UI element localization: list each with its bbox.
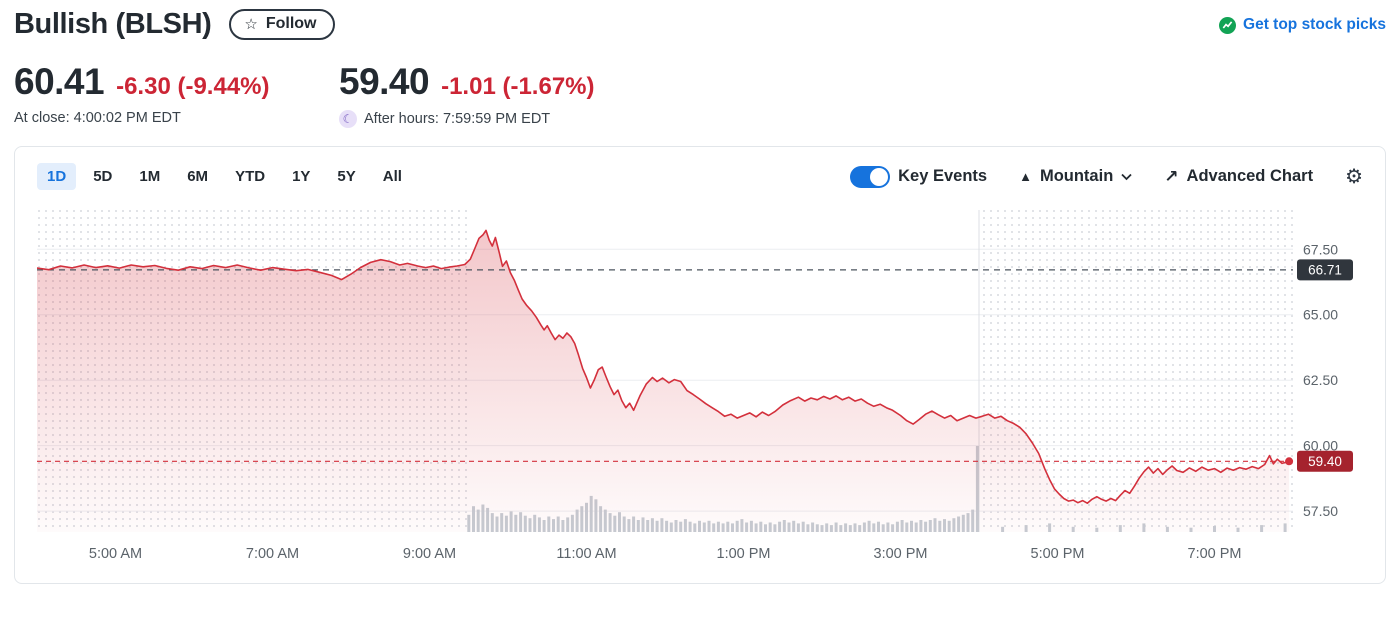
after-hours-label: After hours: 7:59:59 PM EDT [364,111,551,127]
page-title: Bullish (BLSH) [14,8,212,40]
after-hours-change: -1.01 (-1.67%) [441,73,595,100]
stock-picks-icon [1219,16,1237,34]
page: Bullish (BLSH) ☆ Follow Get top stock pi… [14,8,1386,584]
range-tab-1m[interactable]: 1M [139,168,161,185]
after-hours-price: 59.40 [339,61,430,102]
key-events-label: Key Events [898,167,988,185]
key-events-toggle[interactable]: Key Events [850,165,988,188]
follow-button[interactable]: ☆ Follow [229,9,335,40]
range-tab-1y[interactable]: 1Y [292,168,311,185]
at-close-label: At close: 4:00:02 PM EDT [14,110,181,126]
y-axis-label: 60.00 [1303,438,1338,454]
prev-close-badge: 66.71 [1297,259,1353,281]
topbar: Bullish (BLSH) ☆ Follow Get top stock pi… [14,8,1386,41]
advanced-chart-label: Advanced Chart [1186,167,1314,185]
star-icon: ☆ [244,15,258,33]
price-chart[interactable]: 67.50 65.00 62.50 60.00 57.50 66.71 59.40 5:00 … [36,202,1363,569]
price-line [36,229,1290,504]
chart-type-label: Mountain [1039,167,1114,185]
svg-text:59.40: 59.40 [1308,454,1342,469]
chart-toolbar: 1D 5D 1M 6M YTD 1Y 5Y All Key Events ▲ Mountain… [37,163,1363,190]
chevron-down-icon [1121,173,1132,181]
price-chart-svg: 67.50 65.00 62.50 60.00 57.50 66.71 59.40 5:00 … [36,210,1353,562]
range-tab-5y[interactable]: 5Y [337,168,356,185]
last-price-badge: 59.40 [1297,450,1353,472]
x-axis-label: 5:00 PM [1031,546,1085,562]
range-tabs: 1D 5D 1M 6M YTD 1Y 5Y All [37,163,412,190]
y-axis-label: 57.50 [1303,503,1338,519]
y-axis-label: 67.50 [1303,241,1338,257]
x-axis-label: 7:00 AM [246,546,299,562]
price-area-fill [37,230,1290,532]
expand-arrow-icon: ↗ [1164,167,1179,186]
y-axis-label: 62.50 [1303,372,1338,388]
last-price-dot [1285,457,1294,466]
svg-text:66.71: 66.71 [1308,262,1342,277]
x-axis-label: 11:00 AM [556,546,616,562]
x-axis-label: 3:00 PM [874,546,928,562]
settings-gear-icon[interactable]: ⚙ [1345,165,1363,188]
moon-icon: ☾ [339,110,357,128]
close-change: -6.30 (-9.44%) [116,73,270,100]
follow-button-label: Follow [265,15,317,32]
range-tab-ytd[interactable]: YTD [235,168,266,185]
chart-type-dropdown[interactable]: ▲ Mountain [1019,167,1132,186]
range-tab-6m[interactable]: 6M [187,168,209,185]
advanced-chart-button[interactable]: ↗ Advanced Chart [1164,167,1313,186]
x-axis-label: 7:00 PM [1188,546,1242,562]
range-tab-1d[interactable]: 1D [37,163,77,190]
y-axis-label: 65.00 [1303,307,1338,323]
range-tab-5d[interactable]: 5D [93,168,113,185]
x-axis-label: 1:00 PM [717,546,771,562]
mountain-icon: ▲ [1019,169,1032,184]
top-stock-picks-link[interactable]: Get top stock picks [1219,16,1386,34]
x-axis-label: 5:00 AM [89,546,142,562]
key-events-switch[interactable] [850,165,891,188]
quote-section: 60.41 -6.30 (-9.44%) At close: 4:00:02 P… [14,61,1386,128]
top-stock-picks-label: Get top stock picks [1243,16,1386,33]
close-price: 60.41 [14,61,105,102]
chart-card: 1D 5D 1M 6M YTD 1Y 5Y All Key Events ▲ Mountain… [14,146,1386,584]
x-axis-label: 9:00 AM [403,546,456,562]
range-tab-all[interactable]: All [382,168,402,185]
